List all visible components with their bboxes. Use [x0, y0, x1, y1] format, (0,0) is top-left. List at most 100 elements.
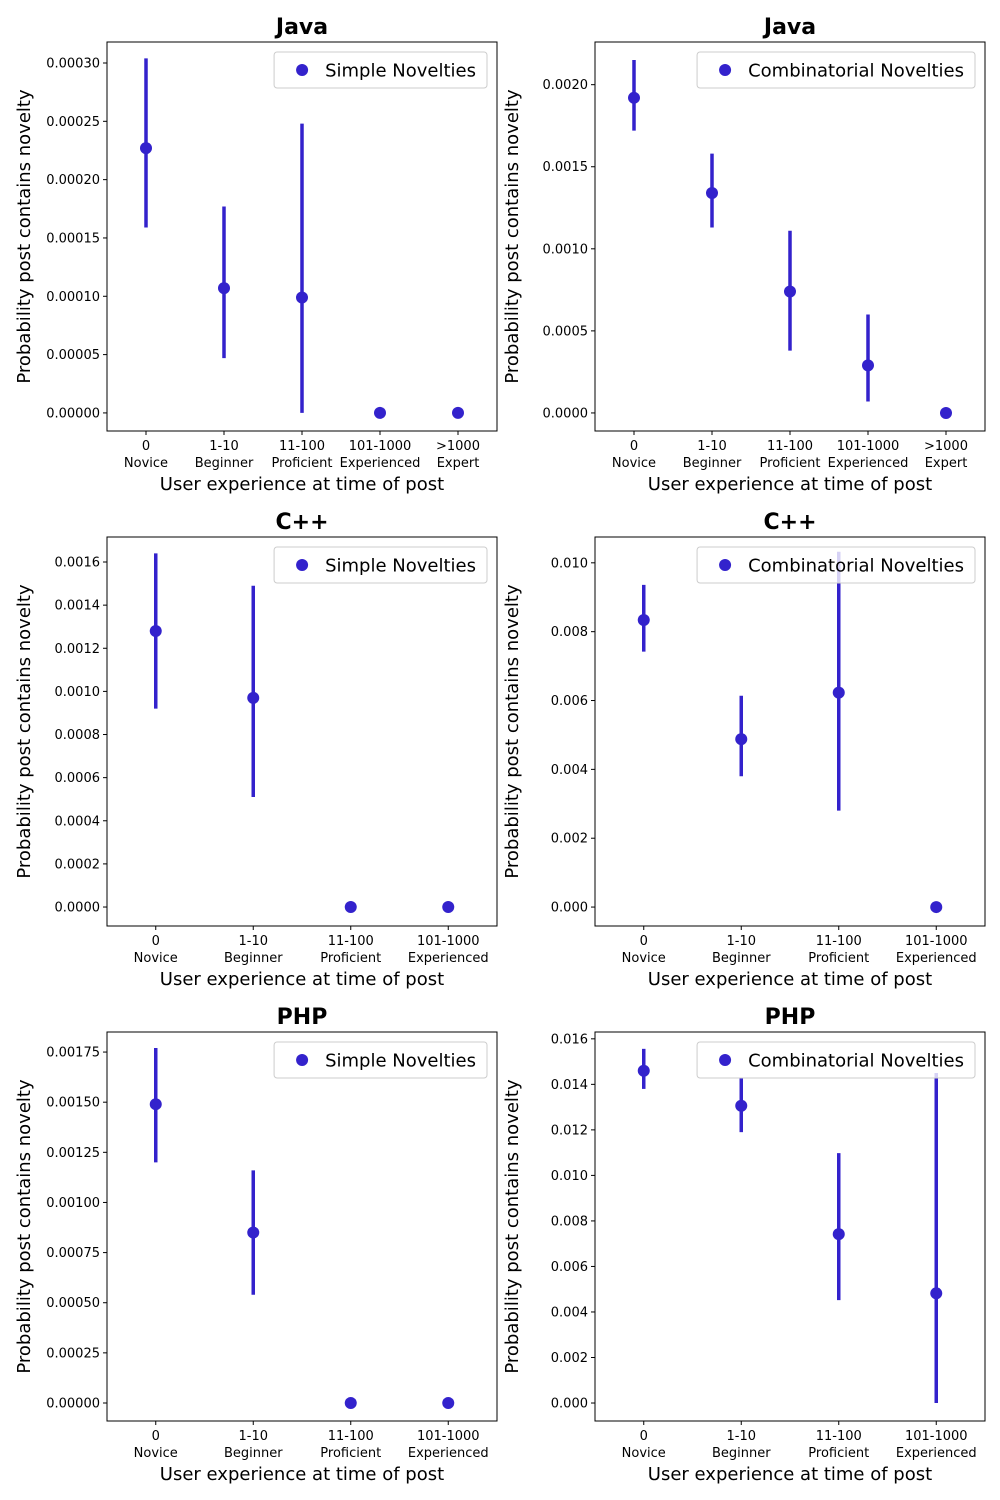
y-tick-label: 0.006 [551, 694, 588, 709]
data-point [442, 901, 455, 914]
data-point [149, 1098, 162, 1111]
y-tick-label: 0.000 [551, 901, 588, 916]
data-point [442, 1396, 455, 1409]
y-tick-label: 0.00025 [46, 115, 100, 130]
x-tick-label: Proficient [272, 456, 333, 471]
legend-marker [719, 559, 732, 571]
data-point [940, 406, 952, 419]
chart-title: C++ [275, 510, 328, 535]
plot-frame [106, 536, 498, 927]
y-tick-label: 0.008 [551, 625, 588, 640]
legend-box [696, 546, 976, 584]
x-tick-label: 1-10 [697, 439, 727, 454]
data-point [149, 625, 162, 638]
data-point [706, 187, 718, 200]
x-tick-label: Novice [612, 456, 656, 471]
x-tick-label: Expert [925, 456, 968, 471]
y-tick-label: 0.0014 [55, 599, 101, 614]
y-tick-label: 0.0000 [543, 406, 589, 421]
x-axis-label: User experience at time of post [648, 969, 932, 990]
data-point [140, 142, 152, 155]
legend-marker [719, 64, 732, 76]
x-tick-label: Proficient [320, 951, 381, 966]
x-tick-label: Beginner [683, 456, 742, 471]
x-axis-label: User experience at time of post [160, 474, 444, 495]
legend-box [273, 51, 488, 89]
x-tick-label: 101-1000 [837, 439, 900, 454]
y-tick-label: 0.010 [551, 556, 588, 571]
x-axis-label: User experience at time of post [160, 969, 444, 990]
data-point [930, 1287, 943, 1300]
y-axis-label: Probability post contains novelty [502, 1079, 523, 1374]
y-axis-label: Probability post contains novelty [502, 89, 523, 384]
plot-frame [106, 1031, 498, 1422]
x-tick-label: Proficient [320, 1446, 381, 1461]
y-tick-label: 0.00005 [46, 348, 100, 363]
y-tick-label: 0.00125 [46, 1146, 100, 1161]
x-tick-label: Beginner [712, 951, 771, 966]
y-tick-label: 0.0012 [55, 642, 101, 657]
y-tick-label: 0.00075 [46, 1246, 100, 1261]
plot-frame [594, 1031, 986, 1422]
y-tick-label: 0.00000 [46, 406, 100, 421]
x-axis-label: User experience at time of post [160, 1464, 444, 1485]
x-tick-label: Beginner [712, 1446, 771, 1461]
y-tick-label: 0.0010 [55, 685, 101, 700]
x-tick-label: 11-100 [328, 934, 374, 949]
x-axis-label: User experience at time of post [648, 1464, 932, 1485]
x-tick-label: Beginner [224, 951, 283, 966]
legend: Combinatorial Novelties [696, 546, 976, 584]
x-tick-label: >1000 [436, 439, 480, 454]
legend-marker [296, 559, 309, 571]
x-tick-label: 0 [640, 1429, 648, 1444]
data-point [862, 359, 874, 372]
y-tick-label: 0.008 [551, 1214, 588, 1229]
data-point [218, 282, 230, 295]
x-tick-label: 1-10 [209, 439, 239, 454]
y-tick-label: 0.00030 [46, 56, 100, 71]
data-point [344, 901, 357, 914]
data-point [832, 686, 845, 699]
data-point [930, 901, 943, 914]
x-tick-label: Expert [437, 456, 480, 471]
x-tick-label: 0 [630, 439, 638, 454]
y-tick-label: 0.00100 [46, 1196, 100, 1211]
x-tick-label: 11-100 [328, 1429, 374, 1444]
x-tick-label: 1-10 [238, 1429, 268, 1444]
plot-frame [594, 536, 986, 927]
data-point [374, 406, 386, 419]
x-tick-label: Novice [622, 951, 666, 966]
y-axis-label: Probability post contains novelty [14, 1079, 35, 1374]
x-tick-label: 101-1000 [349, 439, 412, 454]
legend: Combinatorial Novelties [696, 1041, 976, 1079]
y-tick-label: 0.00010 [46, 290, 100, 305]
y-tick-label: 0.0004 [55, 814, 101, 829]
x-tick-label: Novice [622, 1446, 666, 1461]
legend: Simple Novelties [273, 546, 488, 584]
legend-label: Combinatorial Novelties [748, 61, 964, 82]
x-tick-label: 101-1000 [417, 934, 480, 949]
x-tick-label: Experienced [340, 456, 421, 471]
y-tick-label: 0.0020 [543, 78, 589, 93]
x-tick-label: 0 [152, 934, 160, 949]
data-point [735, 1099, 748, 1112]
legend-marker [296, 1054, 309, 1066]
x-tick-label: 1-10 [726, 1429, 756, 1444]
y-tick-label: 0.00150 [46, 1096, 100, 1111]
y-tick-label: 0.006 [551, 1260, 588, 1275]
y-tick-label: 0.012 [551, 1123, 588, 1138]
data-point [344, 1396, 357, 1409]
x-tick-label: Proficient [808, 951, 869, 966]
y-tick-label: 0.014 [551, 1078, 588, 1093]
x-tick-label: Experienced [828, 456, 909, 471]
x-tick-label: Proficient [808, 1446, 869, 1461]
x-tick-label: Experienced [408, 1446, 489, 1461]
legend-label: Combinatorial Novelties [748, 556, 964, 577]
x-tick-label: Beginner [195, 456, 254, 471]
legend-box [696, 51, 976, 89]
chart-title: Java [274, 15, 328, 40]
legend-box [273, 546, 488, 584]
y-tick-label: 0.004 [551, 1305, 588, 1320]
data-point [784, 285, 796, 298]
